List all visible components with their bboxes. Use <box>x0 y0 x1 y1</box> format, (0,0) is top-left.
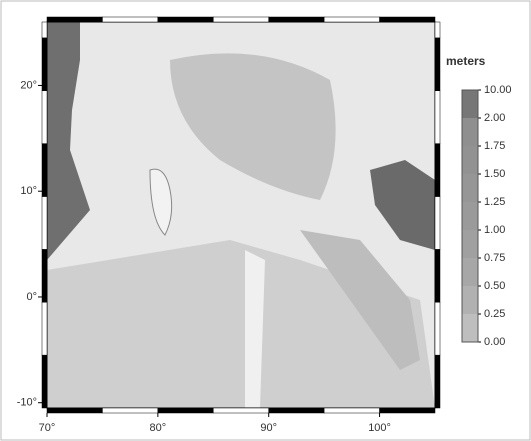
colorbar-label: 0.50 <box>484 280 505 292</box>
colorbar-label: 1.75 <box>484 140 505 152</box>
frame-segment <box>324 17 379 22</box>
colorbar-label: 0.25 <box>484 308 505 320</box>
colorbar-label: 1.25 <box>484 196 505 208</box>
frame-segment <box>42 91 47 144</box>
frame-segment <box>42 38 47 91</box>
map-image <box>47 22 435 408</box>
frame-segment <box>435 196 440 249</box>
frame-segment <box>42 22 47 38</box>
frame-segment <box>269 17 324 22</box>
y-tick-label: 0° <box>26 291 37 303</box>
colorbar-segment <box>462 146 478 174</box>
colorbar-segment <box>462 258 478 286</box>
frame-segment <box>435 249 440 302</box>
frame-segment <box>380 408 435 413</box>
figure: meters 70° 80° 90° 100° -10° 0° 10° 20° 10.00 2.0… <box>0 0 531 441</box>
frame-segment <box>435 302 440 355</box>
frame-segment <box>435 355 440 408</box>
colorbar-title: meters <box>446 54 486 68</box>
frame-segment <box>47 17 102 22</box>
frame-segment <box>42 249 47 302</box>
frame-segment <box>42 302 47 355</box>
x-tick-label: 100° <box>368 422 391 434</box>
frame-segment <box>102 408 157 413</box>
frame-segment <box>435 91 440 144</box>
frame-segment <box>47 408 102 413</box>
colorbar-segment <box>462 90 478 118</box>
y-tick-label: 20° <box>20 79 37 91</box>
colorbar-label: 0.00 <box>484 336 505 348</box>
x-tick-label: 70° <box>39 422 56 434</box>
frame-segment <box>42 196 47 249</box>
frame-segment <box>42 144 47 197</box>
colorbar-label: 10.00 <box>484 84 512 96</box>
colorbar-label: 0.75 <box>484 252 505 264</box>
frame-segment <box>435 38 440 91</box>
frame-segment <box>269 408 324 413</box>
x-tick-label: 80° <box>150 422 167 434</box>
frame-segment <box>435 144 440 197</box>
frame-segment <box>324 408 379 413</box>
colorbar-segment <box>462 118 478 146</box>
frame-segment <box>158 17 213 22</box>
colorbar-segment <box>462 314 478 342</box>
colorbar-segment <box>462 174 478 202</box>
frame-segment <box>435 22 440 38</box>
colorbar-label: 1.00 <box>484 224 505 236</box>
y-tick-label: -10° <box>17 397 37 409</box>
colorbar-label: 2.00 <box>484 112 505 124</box>
frame-segment <box>380 17 435 22</box>
colorbar-segment <box>462 202 478 230</box>
frame-segment <box>42 355 47 408</box>
frame-segment <box>158 408 213 413</box>
frame-segment <box>213 17 268 22</box>
colorbar-label: 1.50 <box>484 168 505 180</box>
y-tick-label: 10° <box>20 185 37 197</box>
x-tick-label: 90° <box>260 422 277 434</box>
colorbar-segment <box>462 286 478 314</box>
frame-segment <box>102 17 157 22</box>
frame-segment <box>213 408 268 413</box>
colorbar-segment <box>462 230 478 258</box>
